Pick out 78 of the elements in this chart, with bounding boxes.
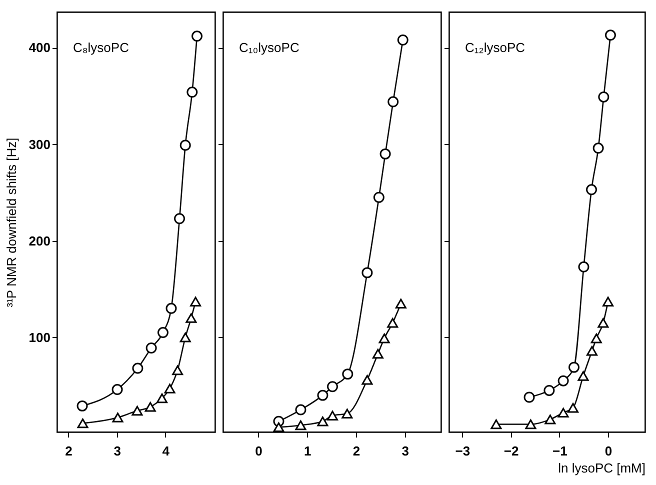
- y-tick-label: 400: [28, 40, 50, 56]
- point: [362, 375, 373, 385]
- point: [578, 371, 589, 381]
- point: [568, 403, 579, 413]
- point: [387, 318, 398, 328]
- point: [174, 213, 186, 224]
- point: [525, 419, 536, 430]
- point: [586, 346, 598, 356]
- point: [362, 267, 373, 278]
- point: [146, 342, 157, 354]
- x-tick-label: −2: [504, 444, 519, 458]
- y-axis-title: ³¹P NMR downfield shifts [Hz]: [4, 138, 19, 308]
- point: [342, 408, 353, 419]
- point: [186, 313, 197, 323]
- x-tick-label: 1: [304, 444, 312, 458]
- point: [326, 381, 338, 392]
- point: [157, 327, 168, 338]
- point: [295, 420, 306, 430]
- point: [558, 408, 569, 418]
- point: [164, 384, 176, 394]
- y-tick-label: 300: [28, 136, 50, 152]
- point: [192, 30, 203, 42]
- point: [602, 296, 614, 307]
- x-tick-label: 0: [604, 444, 612, 458]
- point: [156, 393, 168, 404]
- text: C₈lysoPC: [73, 40, 129, 55]
- x-tick-label: 3: [402, 444, 409, 458]
- point: [524, 392, 535, 403]
- point: [190, 296, 202, 307]
- y-tick-label: 200: [28, 233, 50, 248]
- point: [544, 385, 555, 396]
- x-tick-label: −3: [455, 444, 470, 458]
- point: [326, 410, 338, 420]
- point: [372, 348, 384, 359]
- point: [180, 332, 191, 342]
- point: [490, 419, 502, 430]
- point: [598, 91, 610, 102]
- point: [295, 404, 306, 416]
- point: [395, 298, 406, 308]
- point: [112, 384, 123, 395]
- point: [317, 390, 328, 401]
- x-tick-label: 2: [65, 444, 72, 458]
- x-tick-label: −1: [552, 444, 568, 458]
- point: [132, 406, 143, 416]
- point: [273, 422, 284, 432]
- point: [378, 333, 390, 344]
- point: [112, 412, 124, 422]
- x-tick-label: 4: [162, 444, 170, 458]
- x-tick-label: 3: [114, 444, 121, 458]
- point: [180, 140, 191, 151]
- point: [373, 192, 384, 203]
- text: C₁₂lysoPC: [465, 40, 525, 55]
- x-tick-label: 2: [352, 444, 360, 458]
- text: C₁₀lysoPC: [239, 40, 300, 55]
- point: [166, 302, 177, 314]
- x-axis-title: ln lysoPC [mM]: [558, 460, 646, 476]
- y-tick-label: 100: [28, 330, 50, 345]
- point: [342, 368, 354, 380]
- point: [558, 375, 569, 386]
- x-tick-label: 0: [255, 444, 262, 458]
- point: [592, 142, 604, 154]
- point: [76, 400, 88, 412]
- point: [77, 418, 88, 428]
- point: [317, 416, 328, 426]
- point: [186, 86, 198, 98]
- point: [598, 318, 609, 328]
- point: [568, 362, 580, 373]
- point: [578, 261, 590, 272]
- point: [397, 34, 408, 46]
- point: [172, 365, 184, 376]
- point: [586, 184, 597, 196]
- point: [132, 362, 144, 374]
- point: [144, 402, 156, 412]
- point: [380, 148, 391, 160]
- point: [604, 30, 616, 41]
- point: [544, 414, 556, 424]
- point: [388, 96, 399, 108]
- point: [590, 333, 602, 344]
